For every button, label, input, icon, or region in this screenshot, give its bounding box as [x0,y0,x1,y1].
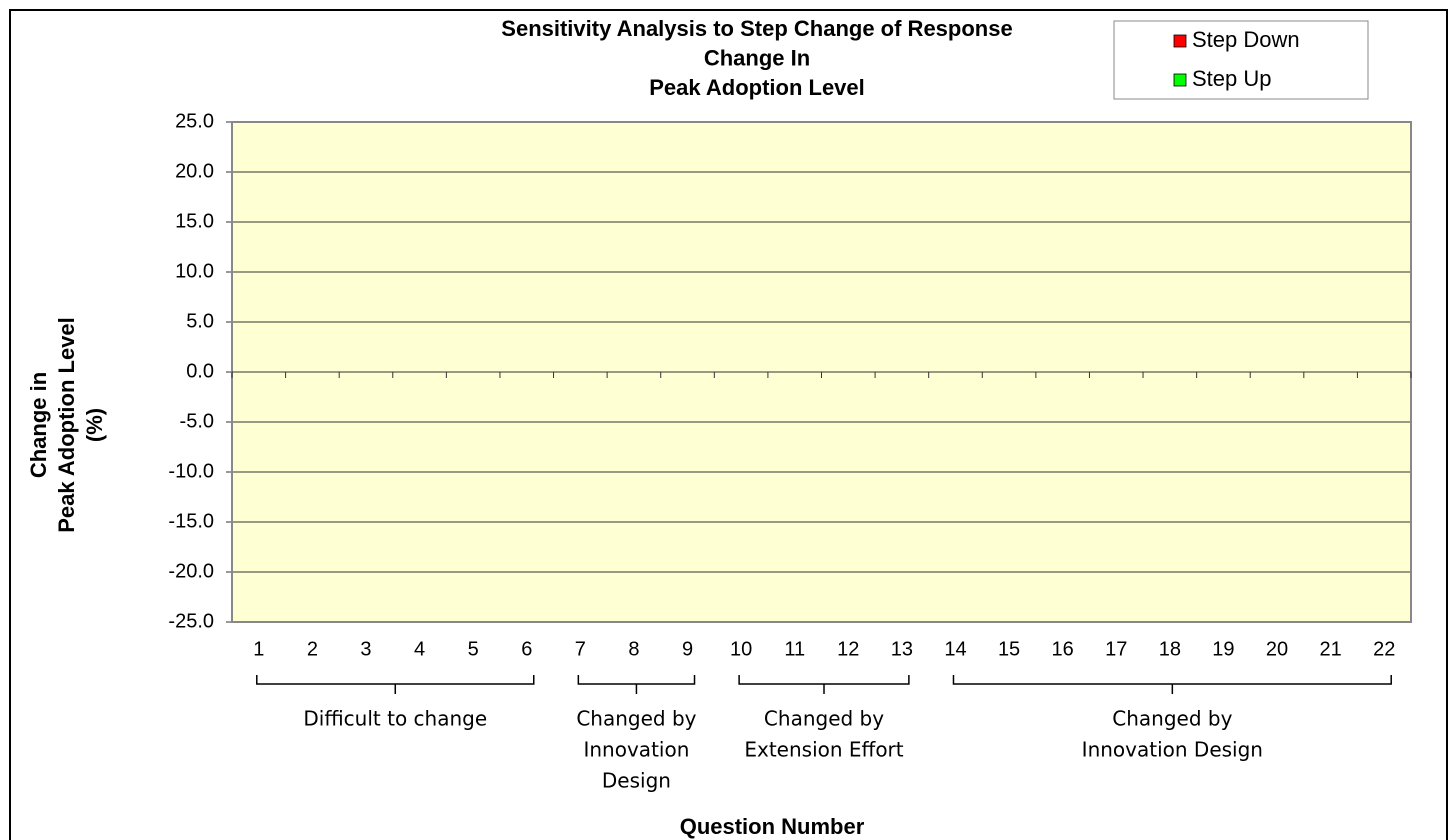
y-axis-label: Change in [26,372,51,478]
x-tick-label: 10 [730,638,752,660]
chart-title: Peak Adoption Level [649,75,865,100]
legend-box [1113,20,1369,100]
y-tick-label: 0.0 [186,360,214,382]
x-tick-label: 12 [837,638,859,660]
x-tick-label: 8 [628,638,639,660]
y-tick-label: 20.0 [175,160,214,182]
x-tick-label: 1 [253,638,264,660]
y-axis-label: (%) [82,408,107,442]
group-label: Changed by [764,707,884,731]
x-tick-label: 17 [1105,638,1127,660]
group-label: Difficult to change [303,707,487,731]
group-label: Changed by [576,707,696,731]
legend-label: Step Up [1192,66,1272,91]
x-tick-label: 14 [944,638,966,660]
x-axis-label: Question Number [680,814,865,839]
x-tick-label: 19 [1212,638,1234,660]
y-tick-label: 10.0 [175,260,214,282]
y-tick-label: -5.0 [180,410,214,432]
x-tick-label: 21 [1319,638,1341,660]
group-label: Design [602,769,671,793]
legend-swatch [1173,73,1187,87]
x-tick-label: 2 [307,638,318,660]
y-axis-label: Peak Adoption Level [54,317,79,533]
x-tick-label: 11 [784,638,805,660]
group-label: Extension Effort [744,738,903,762]
group-bracket [952,675,1392,694]
x-tick-label: 6 [521,638,532,660]
legend-swatch [1173,34,1187,48]
x-tick-label: 4 [414,638,425,660]
x-tick-label: 18 [1159,638,1181,660]
x-tick-label: 9 [682,638,693,660]
x-tick-label: 3 [360,638,371,660]
y-tick-label: 5.0 [186,310,214,332]
x-tick-label: 5 [468,638,479,660]
x-tick-label: 20 [1266,638,1288,660]
x-tick-label: 22 [1373,638,1395,660]
y-tick-label: 15.0 [175,210,214,232]
group-label: Changed by [1112,707,1232,731]
y-tick-label: -20.0 [168,560,214,582]
group-bracket [256,675,535,694]
legend: Step Down Step Up [1113,20,1369,100]
x-tick-label: 15 [998,638,1020,660]
group-label: Innovation [583,738,689,762]
y-tick-label: -15.0 [168,510,214,532]
legend-label: Step Down [1192,27,1300,52]
group-label: Innovation Design [1082,738,1263,762]
y-tick-label: -10.0 [168,460,214,482]
x-tick-label: 13 [891,638,913,660]
chart-title: Change In [704,45,810,70]
x-tick-label: 7 [575,638,586,660]
group-bracket [738,675,910,694]
y-tick-label: 25.0 [175,110,214,132]
y-tick-label: -25.0 [168,610,214,632]
x-tick-label: 16 [1052,638,1074,660]
group-bracket [577,675,696,694]
chart-title: Sensitivity Analysis to Step Change of R… [501,16,1012,41]
